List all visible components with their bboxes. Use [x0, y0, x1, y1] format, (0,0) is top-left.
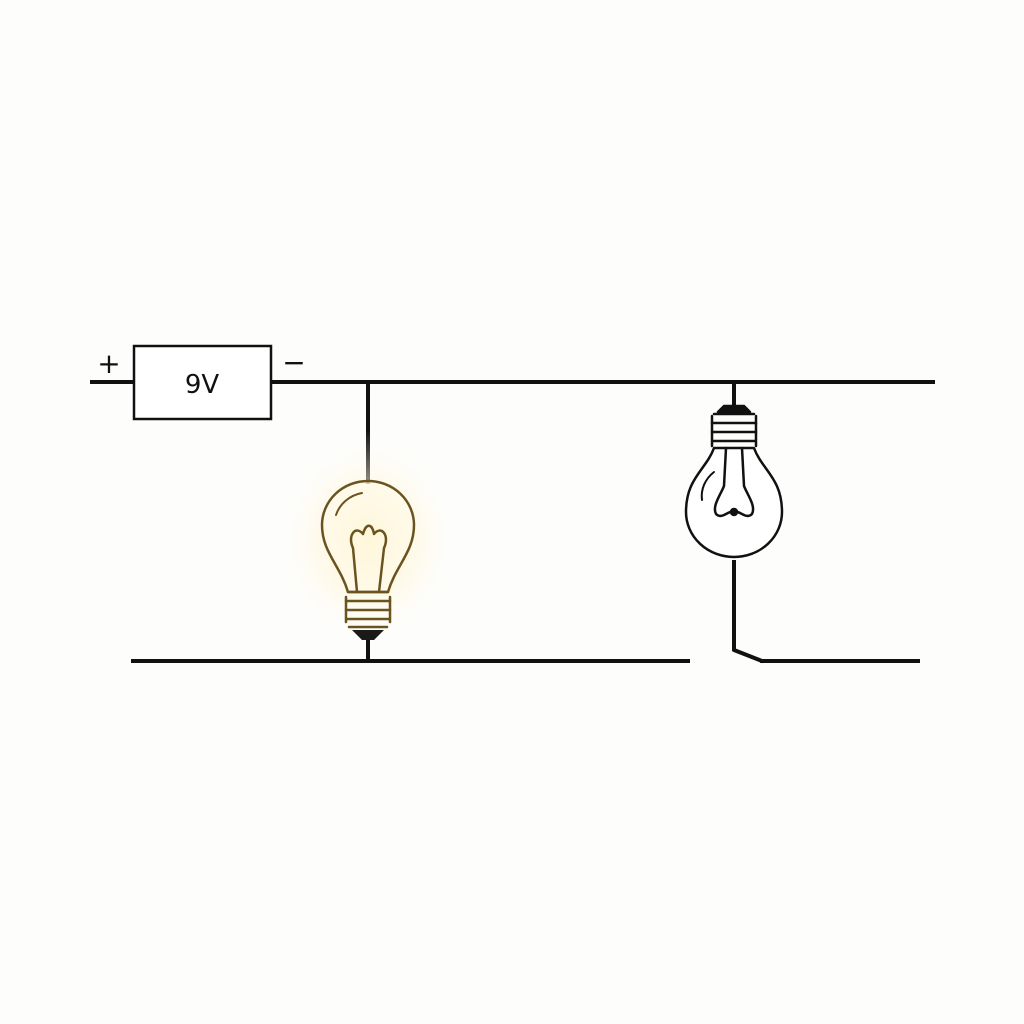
battery-label: 9V [185, 370, 220, 400]
lit-bulb-branch [273, 382, 463, 661]
unlit-bulb-branch [684, 382, 784, 650]
lit-bulb-icon [320, 479, 416, 629]
battery: 9V + − [97, 344, 306, 421]
unlit-bulb-icon [684, 404, 784, 559]
negative-terminal-sign: − [282, 346, 305, 379]
open-switch-lever [732, 648, 764, 663]
battery-body [132, 344, 273, 421]
lit-bulb-base-contact [352, 630, 384, 640]
positive-terminal-sign: + [97, 347, 120, 380]
